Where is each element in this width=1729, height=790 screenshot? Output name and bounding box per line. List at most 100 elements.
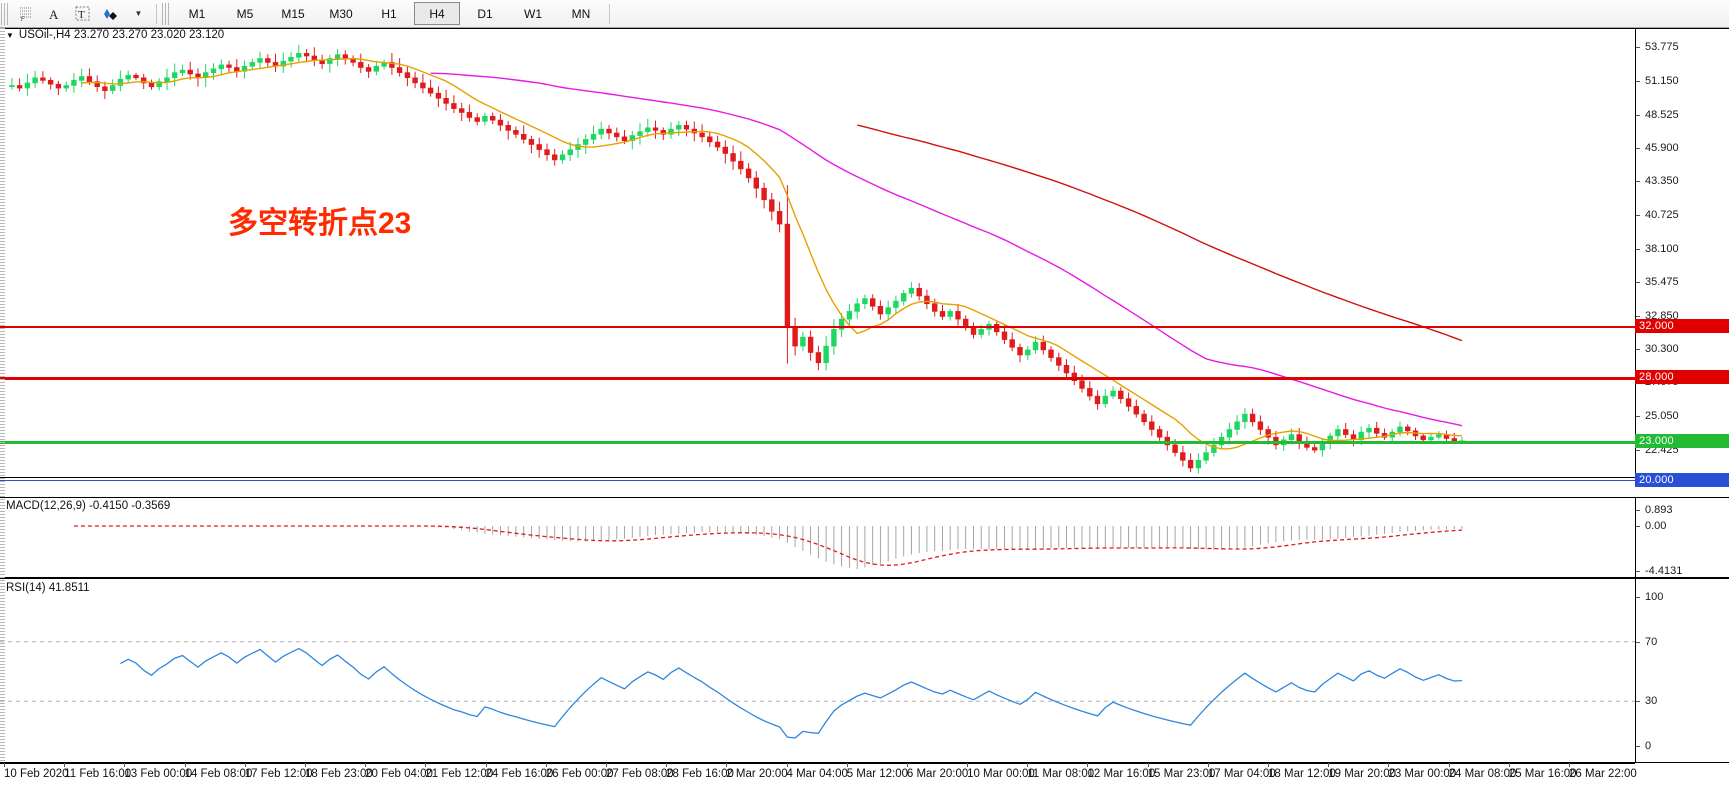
timeframe-h1[interactable]: H1	[381, 6, 397, 21]
collapse-caret-icon[interactable]: ▼	[6, 30, 14, 40]
time-label: 15 Mar 23:00	[1147, 768, 1216, 780]
time-label: 26 Mar 22:00	[1569, 768, 1637, 780]
price-tick: 51.150	[1636, 75, 1679, 87]
time-label: 14 Feb 08:00	[184, 768, 253, 780]
quote-bar: ▼ USOil-,H4 23.270 23.270 23.020 23.120	[0, 28, 1729, 42]
time-tick	[1508, 763, 1510, 767]
price-plot-area[interactable]	[0, 29, 1635, 477]
price-tick: 45.900	[1636, 142, 1679, 154]
objects-icon[interactable]	[96, 1, 124, 26]
time-label: 19 Mar 20:00	[1328, 768, 1396, 780]
toolbar-separator-2	[609, 3, 610, 24]
price-tick: 38.100	[1636, 243, 1679, 255]
time-tick	[846, 763, 848, 767]
price-tick: 43.350	[1636, 175, 1679, 187]
time-tick	[184, 763, 186, 767]
price-tick: 40.725	[1636, 209, 1679, 221]
rsi-plot-area[interactable]	[0, 579, 1635, 762]
price-level-line-20.000[interactable]	[0, 479, 1635, 482]
timeframe-grip[interactable]	[162, 2, 171, 25]
macd-series	[73, 525, 1463, 570]
rsi-pane[interactable]: RSI(14) 41.8511 100 70 30 0	[0, 578, 1729, 763]
timeframe-w1[interactable]: W1	[524, 6, 542, 21]
price-level-chip-28.000[interactable]: 28.000	[1635, 370, 1729, 385]
macd-tick: 0.00	[1636, 520, 1666, 532]
time-tick	[425, 763, 427, 767]
time-axis[interactable]: 10 Feb 2020 11 Feb 16:00 13 Feb 00:00 14 Fe…	[0, 763, 1729, 790]
timeframe-m5[interactable]: M5	[236, 6, 254, 21]
time-tick	[1147, 763, 1149, 767]
price-level-chip-32.000[interactable]: 32.000	[1635, 318, 1729, 333]
time-tick	[967, 763, 969, 767]
svg-text:A: A	[49, 7, 59, 22]
time-axis-line	[0, 763, 1635, 764]
text-A-icon[interactable]: A	[40, 1, 68, 26]
price-axis[interactable]: 53.775 51.150 48.525 45.900 43.350 40.725 38.1…	[1635, 29, 1729, 477]
time-label: 26 Feb 00:00	[545, 768, 614, 780]
time-tick	[4, 763, 5, 767]
price-level-chip-23.000[interactable]: 23.000	[1635, 434, 1729, 449]
time-tick	[1328, 763, 1330, 767]
price-level-line-28.000[interactable]	[0, 377, 1635, 380]
time-label: 23 Mar 00:00	[1388, 768, 1457, 780]
toolbar: F A T ▼ M1 M5 M15 M30 H1 H4 D1 W1 MN	[0, 0, 1729, 28]
timeframe-d1[interactable]: D1	[477, 6, 493, 21]
time-label: 28 Feb 16:00	[666, 768, 734, 780]
time-tick	[1027, 763, 1029, 767]
price-level-line-32.000[interactable]	[0, 325, 1635, 329]
timeframe-h4[interactable]: H4	[414, 2, 460, 25]
timeframe-m30[interactable]: M30	[329, 6, 353, 21]
price-tick: 53.775	[1636, 41, 1679, 53]
price-pane[interactable]: 53.775 51.150 48.525 45.900 43.350 40.725 38.1…	[0, 28, 1729, 478]
svg-text:T: T	[78, 9, 85, 21]
time-tick	[666, 763, 668, 767]
time-label: 12 Mar 16:00	[1087, 768, 1156, 780]
macd-plot-area[interactable]	[0, 498, 1635, 577]
time-tick	[1388, 763, 1390, 767]
gridf-icon[interactable]: F	[12, 1, 40, 26]
time-label: 10 Mar 00:00	[967, 768, 1035, 780]
text-label-icon[interactable]: T	[68, 1, 96, 26]
time-label: 21 Feb 12:00	[425, 768, 494, 780]
rsi-axis[interactable]: 100 70 30 0	[1635, 579, 1729, 762]
timeframe-group: M1 M5 M15 M30 H1 H4 D1 W1 MN	[173, 2, 605, 25]
quote-text: USOil-,H4 23.270 23.270 23.020 23.120	[18, 29, 225, 41]
chart-left-grip[interactable]	[0, 28, 5, 763]
time-label: 27 Feb 08:00	[605, 768, 674, 780]
timeframe-mn[interactable]: MN	[571, 6, 591, 21]
macd-axis[interactable]: 0.893 0.00 -4.4131	[1635, 498, 1729, 577]
chart-annotation: 多空转折点23	[228, 207, 412, 240]
rsi-tick: 100	[1636, 591, 1663, 603]
rsi-label: RSI(14) 41.8511	[6, 582, 90, 594]
time-label: 2 Mar 20:00	[726, 768, 788, 780]
timeframe-m15[interactable]: M15	[281, 6, 305, 21]
time-tick	[726, 763, 728, 767]
macd-pane[interactable]: MACD(12,26,9) -0.4150 -0.3569 0.893 0.00 -…	[0, 497, 1729, 578]
time-tick	[244, 763, 246, 767]
time-tick	[605, 763, 607, 767]
rsi-tick: 70	[1636, 636, 1657, 648]
time-tick	[1268, 763, 1270, 767]
time-label: 18 Feb 23:00	[304, 768, 373, 780]
rsi-series	[0, 641, 1635, 739]
dropdown-caret-icon[interactable]: ▼	[134, 9, 143, 18]
time-tick	[786, 763, 788, 767]
timeframe-m1[interactable]: M1	[188, 6, 206, 21]
time-tick	[1207, 763, 1209, 767]
macd-label: MACD(12,26,9) -0.4150 -0.3569	[6, 500, 171, 512]
time-tick	[545, 763, 547, 767]
time-label: 17 Feb 12:00	[244, 768, 313, 780]
time-label: 11 Mar 08:00	[1027, 768, 1095, 780]
price-level-chip-20.000[interactable]: 20.000	[1635, 472, 1729, 487]
time-tick	[1087, 763, 1089, 767]
time-tick	[906, 763, 908, 767]
candlestick-series	[9, 44, 1465, 474]
toolbar-grip[interactable]	[1, 2, 10, 25]
price-tick: 25.050	[1636, 410, 1679, 422]
svg-text:F: F	[21, 17, 25, 22]
time-label: 20 Feb 04:00	[365, 768, 433, 780]
time-label: 11 Feb 16:00	[64, 768, 132, 780]
price-level-line-23.000[interactable]	[0, 441, 1635, 444]
macd-tick: -4.4131	[1636, 565, 1682, 577]
